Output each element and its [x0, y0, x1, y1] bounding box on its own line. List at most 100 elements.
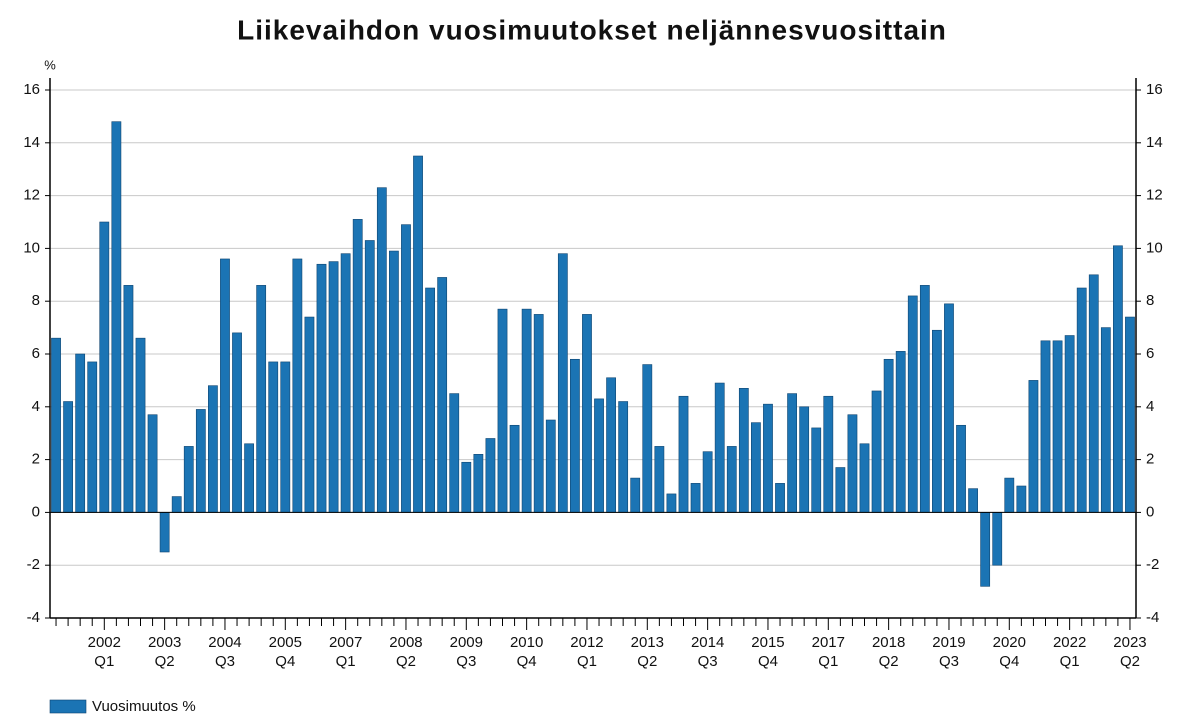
- bar: [944, 303, 954, 513]
- x-tick-label: 2014 Q3: [690, 634, 725, 670]
- bar: [147, 414, 158, 513]
- x-tick-label: 2004 Q3: [208, 634, 242, 670]
- bar: [316, 263, 327, 513]
- x-tick-label: 2020 Q4: [992, 634, 1026, 670]
- bar: [678, 395, 689, 513]
- bar: [449, 393, 460, 513]
- bar: [738, 388, 749, 513]
- bar: [352, 219, 363, 513]
- bar: [1052, 340, 1063, 513]
- y2-tick-label: 4: [1146, 398, 1154, 415]
- bar: [666, 493, 677, 513]
- bar: [618, 401, 629, 513]
- y2-tick-label: 2: [1146, 451, 1154, 468]
- bar: [401, 224, 411, 513]
- bar: [256, 285, 267, 513]
- bar: [376, 187, 387, 513]
- x-tick-label: 2012 Q1: [570, 634, 604, 670]
- bar: [702, 451, 713, 513]
- bar: [509, 424, 520, 513]
- x-tick-label: 2023 Q2: [1113, 634, 1147, 670]
- x-tick-label: 2007 Q1: [328, 634, 363, 670]
- y-tick-label: -4: [27, 609, 40, 626]
- bar: [919, 285, 930, 513]
- y2-tick-label: 0: [1146, 503, 1154, 520]
- x-tick-label: 2003 Q2: [147, 634, 182, 670]
- bar: [956, 424, 966, 513]
- legend-label: Vuosimuutos %: [92, 698, 196, 715]
- bar: [280, 361, 291, 513]
- bar: [1125, 316, 1135, 513]
- y-tick-label: -2: [27, 556, 40, 573]
- y-tick-label: 12: [23, 187, 40, 204]
- chart-title: Liikevaihdon vuosimuutokset neljännesvuo…: [237, 14, 947, 45]
- bar: [823, 395, 834, 513]
- bar: [582, 314, 592, 513]
- bar: [654, 446, 665, 513]
- bar: [787, 393, 797, 513]
- bar: [557, 253, 568, 513]
- y-tick-label: 10: [23, 239, 40, 256]
- bar: [389, 250, 399, 513]
- bar: [171, 496, 182, 513]
- bar: [232, 332, 242, 513]
- bar: [883, 358, 894, 513]
- bar: [533, 314, 544, 513]
- y-tick-label: 6: [32, 345, 40, 362]
- bar: [835, 467, 846, 513]
- bar: [1088, 274, 1099, 513]
- y2-tick-label: 10: [1146, 239, 1163, 256]
- x-tick-label: 2002 Q1: [87, 634, 121, 670]
- bar: [1113, 245, 1123, 513]
- bar: [1040, 340, 1051, 513]
- bar: [268, 361, 279, 513]
- bar: [630, 477, 641, 513]
- bar: [328, 261, 339, 513]
- bar: [871, 390, 882, 513]
- bar: [135, 337, 146, 513]
- bar: [895, 351, 906, 513]
- y-axis-unit: %: [44, 57, 56, 72]
- y2-tick-label: -4: [1146, 609, 1159, 626]
- y2-tick-label: 6: [1146, 345, 1154, 362]
- bar: [220, 258, 230, 513]
- bar: [606, 377, 616, 513]
- bar: [1076, 287, 1087, 513]
- bar: [1100, 327, 1111, 513]
- bar: [292, 258, 303, 513]
- bar: [545, 419, 556, 513]
- bar: [111, 121, 122, 513]
- y-tick-label: 2: [32, 451, 40, 468]
- x-tick-label: 2005 Q4: [268, 634, 302, 670]
- bar: [751, 422, 761, 513]
- bar: [244, 443, 254, 513]
- y-tick-label: 16: [23, 81, 40, 98]
- bar: [1064, 335, 1075, 513]
- y2-tick-label: 16: [1146, 81, 1163, 98]
- x-tick-label: 2013 Q2: [630, 634, 664, 670]
- bar: [425, 287, 435, 513]
- legend-swatch: [49, 699, 87, 714]
- x-tick-label: 2008 Q2: [389, 634, 423, 670]
- x-tick-label: 2015 Q4: [751, 634, 785, 670]
- bar: [99, 221, 110, 513]
- y-tick-label: 14: [23, 134, 40, 151]
- bar: [714, 382, 725, 513]
- x-tick-label: 2022 Q1: [1052, 634, 1087, 670]
- bar: [63, 401, 73, 513]
- bar: [907, 295, 918, 513]
- bar: [763, 403, 773, 513]
- y-tick-label: 0: [32, 503, 40, 520]
- bar: [570, 358, 580, 513]
- bar: [461, 461, 472, 513]
- bar: [159, 512, 170, 553]
- bar: [968, 488, 978, 513]
- x-tick-label: 2017 Q1: [811, 634, 845, 670]
- y2-tick-label: 14: [1146, 134, 1163, 151]
- bar: [340, 253, 351, 513]
- bar: [992, 512, 1003, 566]
- bar: [1016, 485, 1027, 513]
- x-tick-label: 2010 Q4: [509, 634, 544, 670]
